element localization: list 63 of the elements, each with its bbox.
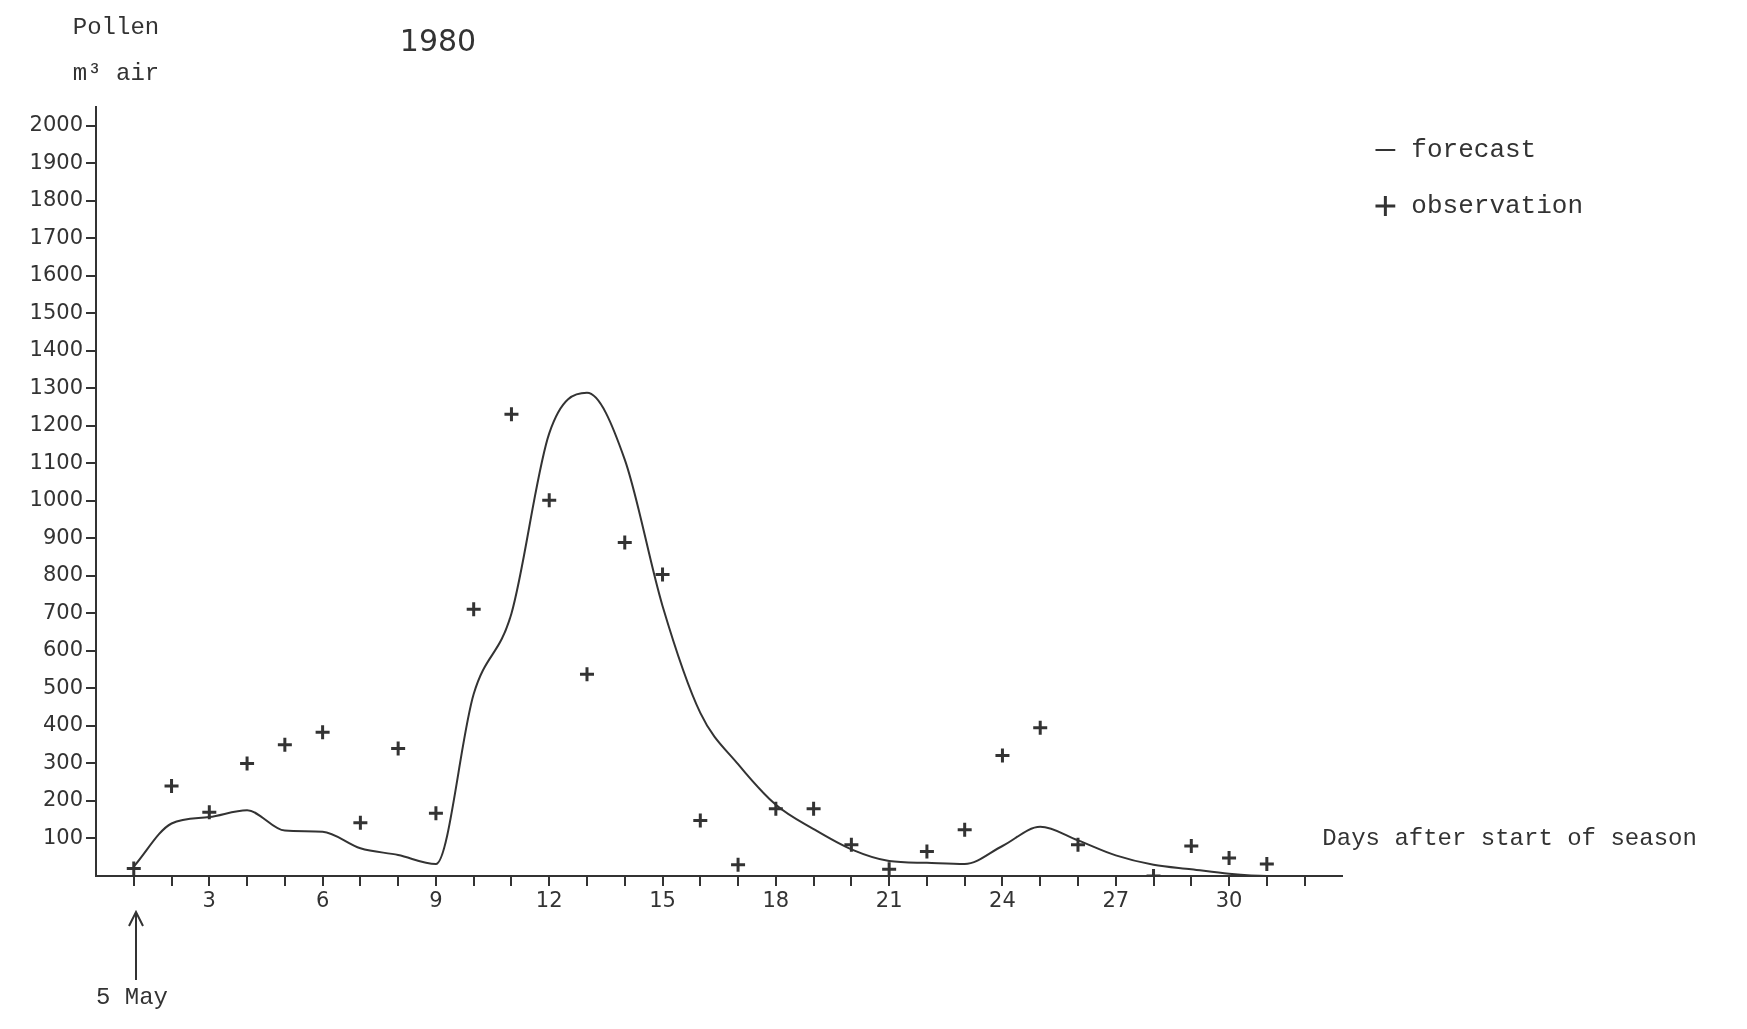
point [200,803,218,821]
point [654,565,672,583]
x-tick-label: 24 [989,888,1016,913]
point [805,800,823,818]
x-tick-label: 30 [1215,888,1243,913]
y-tick-label: 1100 [29,449,83,474]
y-tick-label: 1700 [29,224,83,249]
point [691,811,709,829]
y-tick-label: 300 [42,749,83,774]
x-tick-label: 15 [649,888,676,913]
text: 5 May [96,984,169,1011]
x-tick-label: 18 [762,888,790,913]
y-tick-label: 1000 [29,487,83,512]
y-tick-label: 1200 [29,412,83,437]
y-tick-label: 1500 [29,299,83,324]
point [163,777,181,795]
y-tick-label: 600 [42,637,83,662]
point [993,747,1011,765]
point [1069,836,1087,854]
point [502,405,520,423]
y-tick-label: 1300 [29,374,83,399]
x-tick-label: 21 [875,888,903,913]
y-tick-label: 400 [42,712,83,737]
legend-label: forecast [1411,134,1537,165]
point [767,800,785,818]
y-tick-label: 1900 [29,149,83,174]
x-tick-label: 6 [315,888,330,913]
y-tick-label: 200 [42,787,83,812]
point [389,739,407,757]
point [351,814,369,832]
x-tick-label: 3 [202,888,216,913]
y-tick-label: 1600 [29,262,83,287]
y-tick-label: 900 [42,524,83,549]
point [314,723,332,741]
y-tick-label: 1800 [29,187,83,212]
point [465,600,483,618]
y-tick-label: 700 [42,599,83,624]
chart-title: 1980 [399,22,477,58]
x-tick-label: 9 [429,888,443,913]
y-tick-label: 100 [42,824,83,849]
point [1220,849,1238,867]
x-tick-label: 27 [1102,888,1130,913]
point [616,534,634,552]
y-tick-label: 2000 [29,112,83,137]
point [1258,855,1276,873]
x-axis-title: Days after start of season [1322,824,1697,852]
point [578,665,596,683]
y-tick-label: 500 [42,674,83,699]
point [729,856,747,874]
point [427,804,445,822]
point [956,821,974,839]
y-tick-label: 1400 [29,337,83,362]
y-axis-title: Pollen m³ air [72,14,160,88]
legend-label: observation [1411,190,1584,221]
y-tick-label: 800 [42,562,83,587]
point [842,836,860,854]
point [540,491,558,509]
point [1182,837,1200,855]
point [918,843,936,861]
x-tick-label: 12 [535,888,563,913]
point [276,736,294,754]
point [1031,719,1049,737]
point [238,754,256,772]
